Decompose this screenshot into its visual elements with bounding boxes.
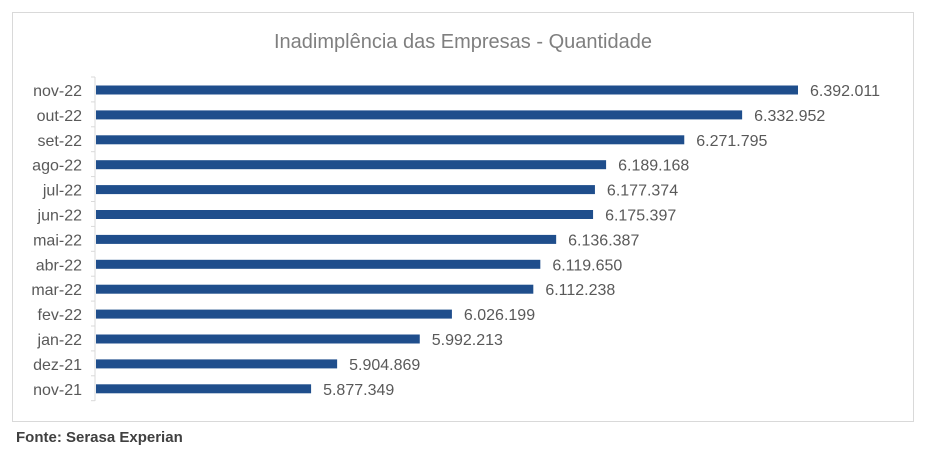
data-label: 5.992.213 (432, 332, 503, 349)
data-label: 5.904.869 (349, 357, 420, 374)
bar (96, 259, 541, 269)
data-label: 6.026.199 (464, 307, 535, 324)
category-label: abr-22 (36, 257, 82, 274)
data-label: 6.189.168 (618, 158, 689, 175)
data-label: 6.112.238 (545, 282, 615, 299)
data-label: 6.119.650 (552, 257, 622, 274)
chart-title: Inadimplência das Empresas - Quantidade (274, 31, 652, 53)
category-label: jul-22 (42, 183, 82, 200)
data-label: 6.175.397 (605, 208, 676, 225)
category-label: dez-21 (33, 357, 82, 374)
bar (96, 160, 607, 170)
data-label: 6.271.795 (696, 133, 767, 150)
category-label: fev-22 (38, 307, 83, 324)
bar (96, 384, 312, 394)
data-label: 6.177.374 (607, 183, 678, 200)
bar (96, 185, 595, 195)
bar (96, 135, 685, 145)
source-note: Fonte: Serasa Experian (16, 429, 183, 446)
category-label: mai-22 (33, 232, 82, 249)
category-label: jun-22 (37, 208, 83, 225)
category-label: nov-22 (33, 83, 82, 100)
bar (96, 210, 594, 219)
bar (96, 110, 743, 120)
category-label: ago-22 (32, 158, 82, 175)
data-label: 5.877.349 (323, 382, 394, 399)
category-label: mar-22 (31, 282, 82, 299)
bar (96, 334, 420, 344)
category-label: nov-21 (33, 382, 82, 399)
category-label: jan-22 (37, 332, 83, 349)
bar (96, 234, 557, 244)
category-label: set-22 (38, 133, 83, 150)
bar (96, 85, 798, 95)
bar (96, 359, 338, 369)
data-label: 6.136.387 (568, 232, 639, 249)
data-label: 6.332.952 (754, 108, 825, 125)
data-label: 6.392.011 (810, 83, 880, 100)
category-label: out-22 (37, 108, 82, 125)
bar (96, 309, 452, 319)
bar (96, 284, 534, 294)
